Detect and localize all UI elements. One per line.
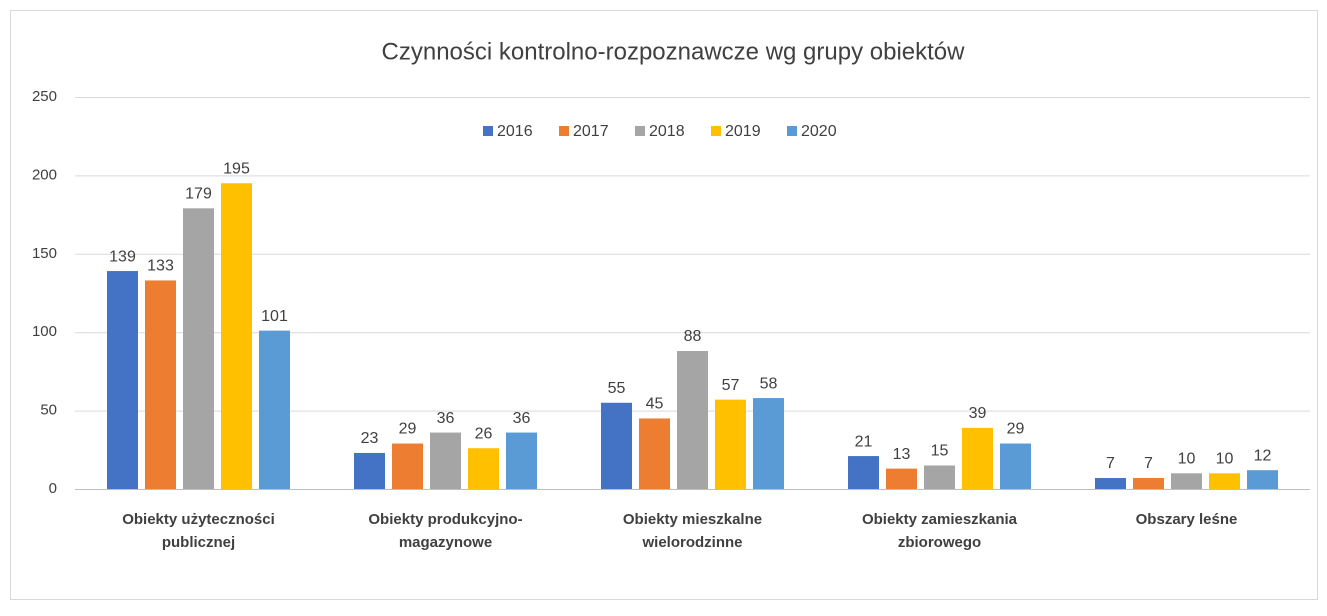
- data-label: 23: [361, 430, 379, 447]
- bar: [1133, 478, 1164, 489]
- data-label: 133: [147, 258, 174, 275]
- data-label: 57: [722, 377, 740, 394]
- x-tick-label: Obiekty zamieszkania: [862, 511, 1018, 528]
- bar: [962, 427, 993, 489]
- data-label: 45: [646, 396, 664, 413]
- y-tick-label: 50: [40, 402, 57, 419]
- y-tick-label: 0: [49, 480, 57, 497]
- bar: [924, 465, 955, 489]
- bar: [753, 398, 784, 489]
- data-label: 36: [437, 410, 455, 427]
- bar: [886, 468, 917, 489]
- data-label: 12: [1254, 447, 1272, 464]
- data-label: 179: [185, 186, 212, 203]
- data-label: 13: [893, 446, 911, 463]
- data-label: 58: [760, 375, 778, 392]
- bar: [259, 330, 290, 489]
- x-tick-label: magazynowe: [399, 534, 492, 551]
- bar: [107, 271, 138, 489]
- data-label: 21: [855, 433, 873, 450]
- data-label: 15: [931, 443, 949, 460]
- bar: [1247, 470, 1278, 489]
- data-label: 39: [969, 405, 987, 422]
- chart-title: Czynności kontrolno-rozpoznawcze wg grup…: [382, 38, 966, 65]
- bar: [848, 456, 879, 489]
- bar: [677, 351, 708, 489]
- legend-label: 2020: [801, 123, 837, 140]
- bar: [430, 432, 461, 489]
- x-tick-label: Obiekty użyteczności: [122, 511, 275, 528]
- bar: [354, 452, 385, 489]
- legend-swatch: [635, 126, 645, 136]
- legend-swatch: [711, 126, 721, 136]
- data-label: 10: [1178, 451, 1196, 468]
- legend-swatch: [559, 126, 569, 136]
- y-tick-label: 250: [32, 88, 57, 105]
- y-tick-label: 100: [32, 323, 57, 340]
- bar: [392, 443, 423, 489]
- data-label: 139: [109, 248, 136, 265]
- y-tick-label: 200: [32, 166, 57, 183]
- bar: [1171, 473, 1202, 489]
- x-tick-label: Obiekty mieszkalne: [623, 511, 762, 528]
- legend-label: 2017: [573, 123, 609, 140]
- data-label: 55: [608, 380, 626, 397]
- x-tick-label: Obszary leśne: [1136, 511, 1238, 528]
- bar: [1209, 473, 1240, 489]
- bar: [1095, 478, 1126, 489]
- bar: [639, 418, 670, 489]
- bar: [145, 280, 176, 489]
- data-label: 29: [399, 421, 417, 438]
- x-tick-label: zbiorowego: [898, 534, 981, 551]
- legend-swatch: [787, 126, 797, 136]
- bar: [506, 432, 537, 489]
- bar: [601, 402, 632, 489]
- bar: [1000, 443, 1031, 489]
- x-tick-label: publicznej: [162, 534, 235, 551]
- x-tick-label: wielorodzinne: [641, 534, 742, 551]
- legend-swatch: [483, 126, 493, 136]
- bar: [221, 183, 252, 490]
- data-label: 7: [1106, 455, 1115, 472]
- data-label: 26: [475, 425, 493, 442]
- bar: [468, 448, 499, 489]
- legend-label: 2019: [725, 123, 761, 140]
- data-label: 36: [513, 410, 531, 427]
- data-label: 7: [1144, 455, 1153, 472]
- data-label: 195: [223, 160, 250, 177]
- legend-label: 2018: [649, 123, 685, 140]
- x-tick-label: Obiekty produkcyjno-: [368, 511, 522, 528]
- legend-label: 2016: [497, 123, 533, 140]
- data-label: 101: [261, 308, 288, 325]
- bar: [183, 208, 214, 489]
- data-label: 29: [1007, 421, 1025, 438]
- bar: [715, 399, 746, 489]
- data-label: 88: [684, 328, 702, 345]
- y-tick-label: 150: [32, 245, 57, 262]
- data-label: 10: [1216, 451, 1234, 468]
